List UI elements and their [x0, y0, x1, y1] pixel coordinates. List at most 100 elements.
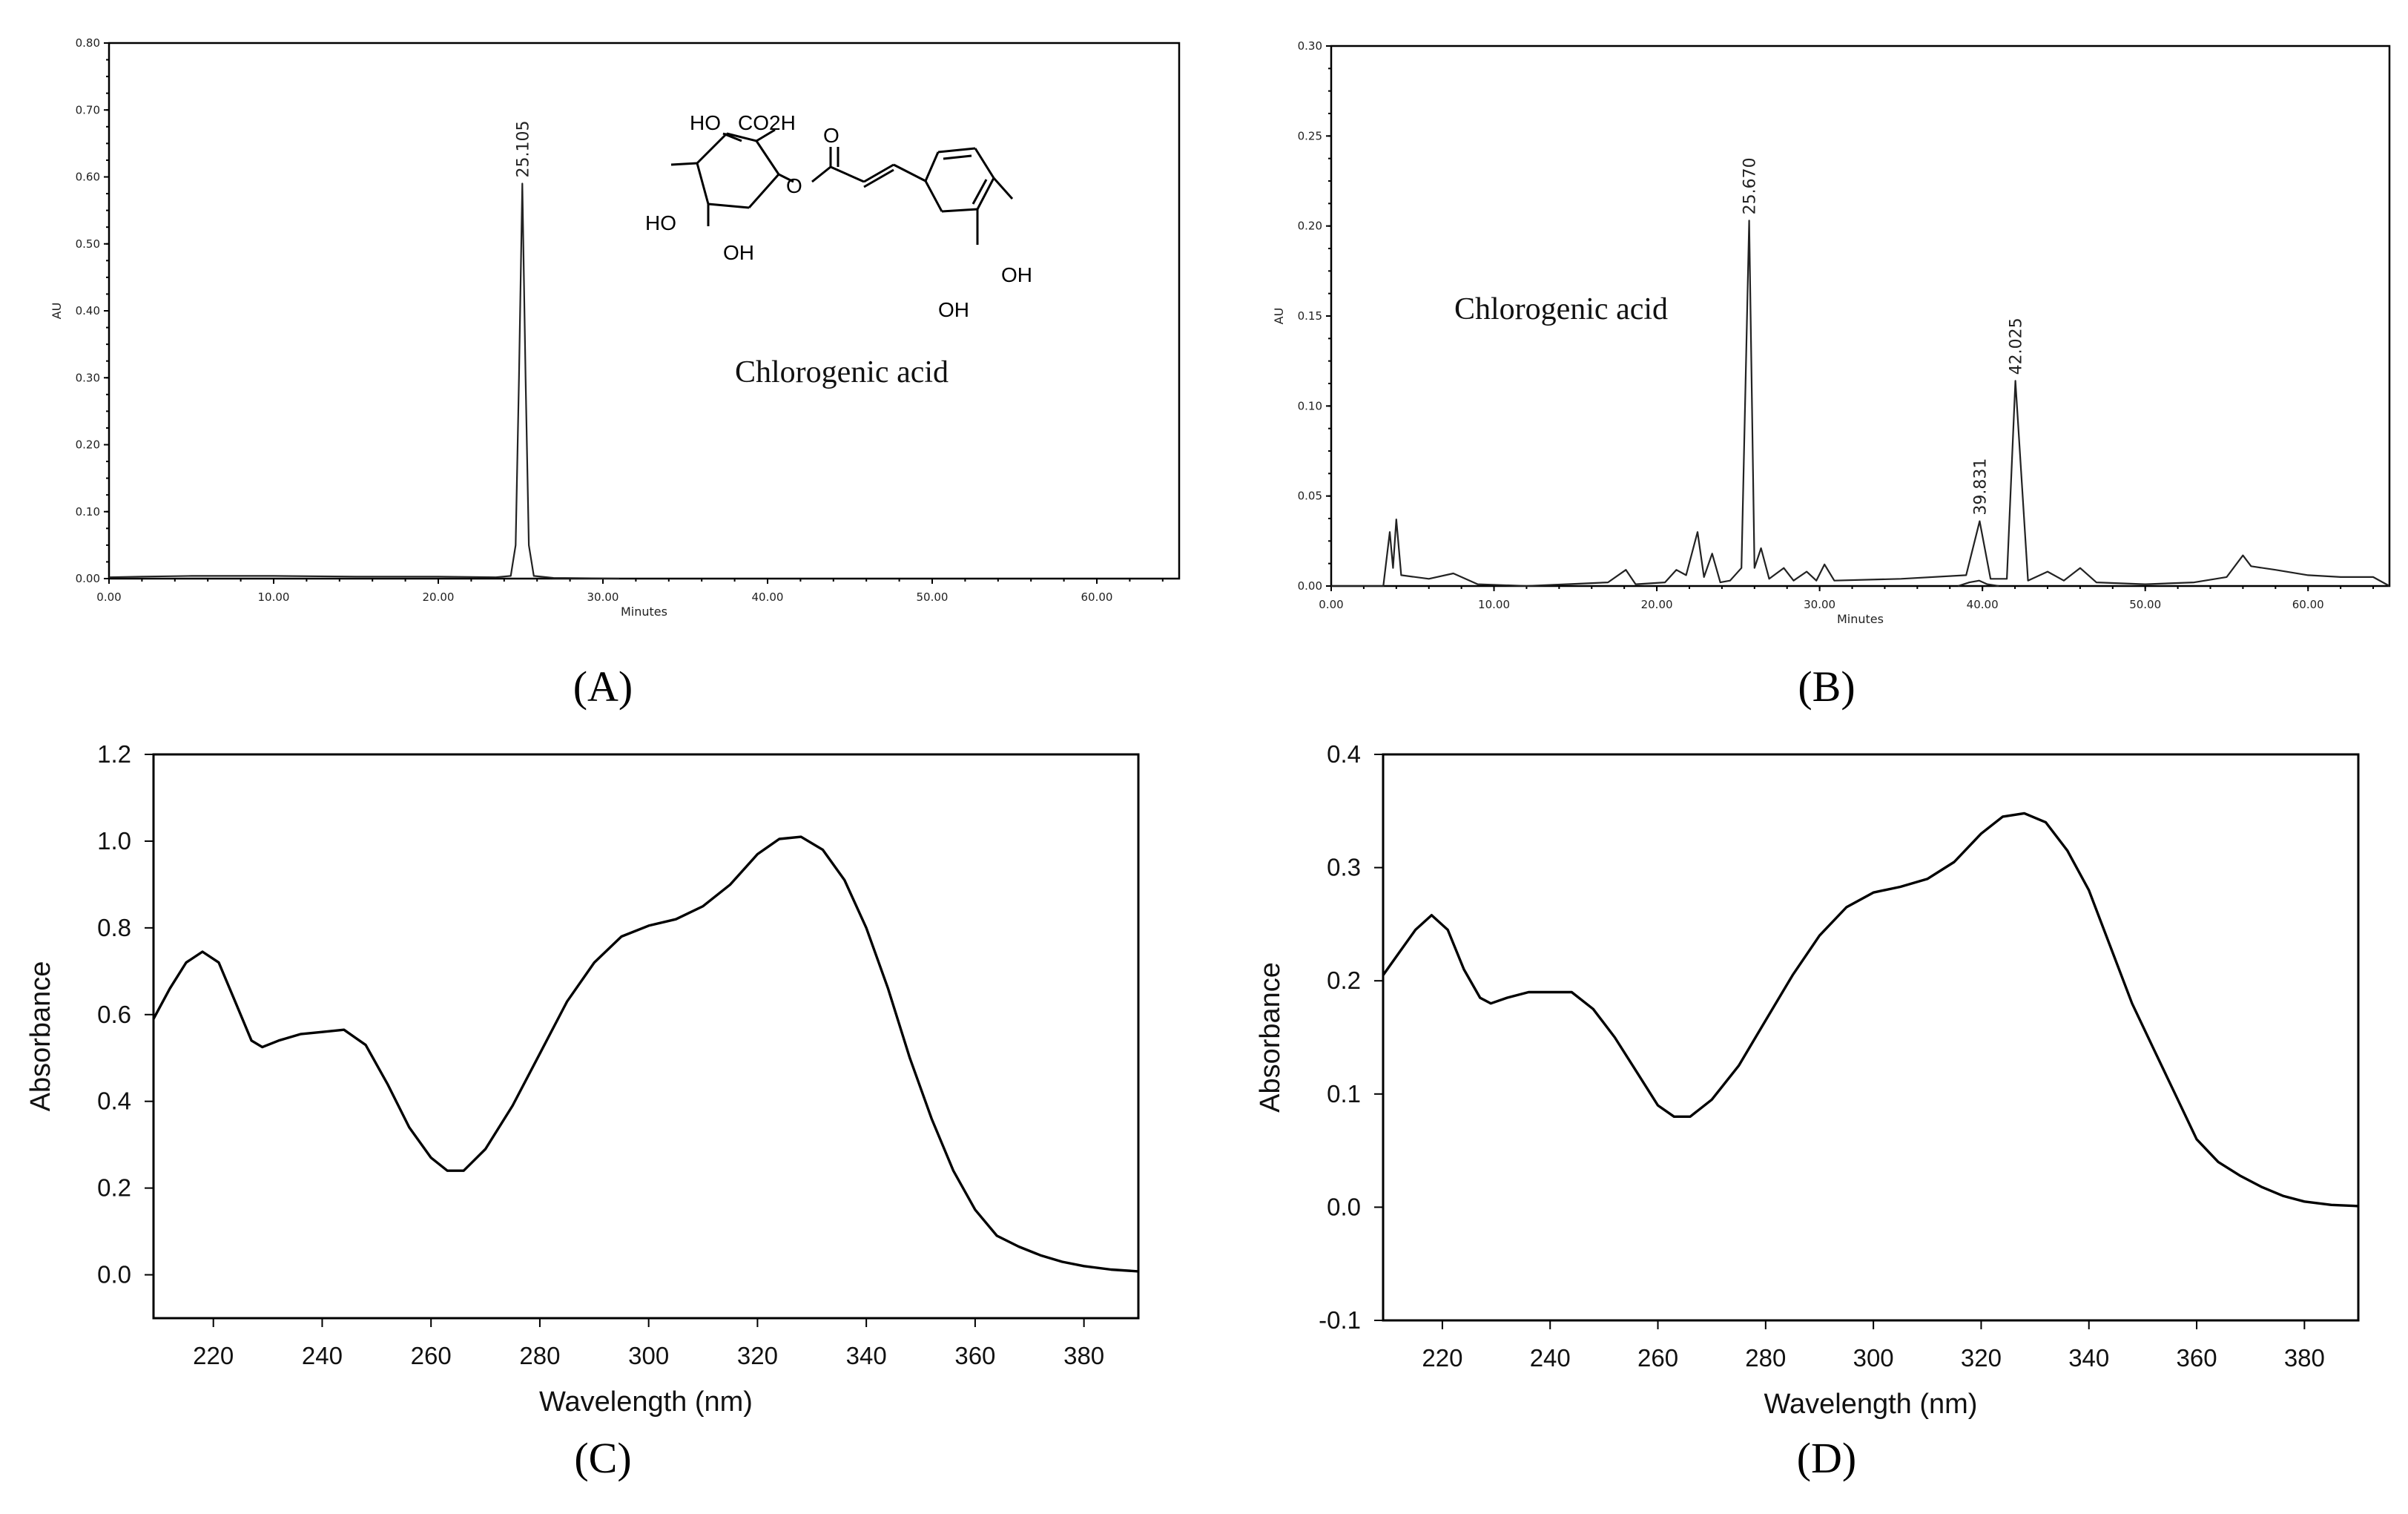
series-line-uv-spectrum [152, 835, 1139, 1273]
panel-d-uv-spectrum: 220 240 260 280 300 320 340 360 380 -0.1 0.0 0.1 0.2… [1255, 740, 2360, 1482]
panel-label: (C) [574, 1434, 631, 1482]
x-tick-label: 40.00 [1967, 598, 1999, 611]
y-tick-label: 1.2 [97, 740, 131, 768]
y-tick-label: 0.30 [76, 371, 100, 384]
x-tick-label: 60.00 [1081, 590, 1113, 604]
x-tick-label: 280 [1745, 1344, 1786, 1372]
y-tick-label: 0.10 [76, 505, 100, 519]
y-tick-label: 0.30 [1298, 39, 1322, 53]
x-tick-label: 50.00 [917, 590, 949, 604]
panel-a-chromatogram: Chlorogenic acid [50, 36, 1181, 711]
y-tick-label: 0.6 [97, 1001, 131, 1028]
x-tick-label: 220 [1422, 1344, 1462, 1372]
y-tick-label: 0.2 [97, 1174, 131, 1202]
x-tick-label: 220 [193, 1342, 234, 1369]
y-axis-label: AU [50, 303, 64, 320]
y-tick-label: 0.05 [1298, 490, 1322, 503]
x-tick-label: 300 [628, 1342, 669, 1369]
plot-frame [108, 42, 1181, 580]
atom-label: OH [938, 298, 969, 321]
atom-label: O [786, 174, 802, 197]
plot-frame [152, 753, 1140, 1320]
x-tick-label: 280 [519, 1342, 560, 1369]
y-axis-label: Absorbance [1255, 962, 1286, 1113]
peak-label: 39.831 [1971, 458, 1990, 516]
panel-b-chromatogram: Chlorogenic acid 0.00 10.00 20.00 30.00 40.0… [1272, 39, 2391, 711]
y-tick-label: 0.50 [76, 237, 100, 251]
atom-label: O [823, 124, 839, 147]
y-tick-label: 0.25 [1298, 129, 1322, 142]
x-axis-label: Minutes [1837, 612, 1884, 626]
y-tick-label: 0.3 [1327, 854, 1361, 881]
x-tick-label: 380 [2284, 1344, 2325, 1372]
panel-label: (D) [1797, 1434, 1857, 1482]
x-tick-label: 20.00 [423, 590, 455, 604]
atom-label: OH [1001, 263, 1032, 286]
x-tick-label: 260 [1637, 1344, 1678, 1372]
x-axis-label: Wavelength (nm) [1764, 1389, 1978, 1420]
y-tick-label: 0.4 [1327, 740, 1361, 768]
y-tick-label: 0.20 [76, 438, 100, 452]
y-tick-label: 0.10 [1298, 399, 1322, 412]
y-tick-label: 0.0 [1327, 1193, 1361, 1220]
series-line-chromatogram [108, 182, 620, 580]
atom-label: HO [645, 211, 676, 234]
panel-c-uv-spectrum: 220 240 260 280 300 320 340 360 380 0.0 0.2 0.4 0.6 0… [25, 740, 1140, 1482]
y-tick-label: 0.15 [1298, 309, 1322, 323]
compound-label-a: Chlorogenic acid [735, 355, 949, 389]
x-tick-label: 240 [302, 1342, 343, 1369]
x-tick-label: 30.00 [1804, 598, 1835, 611]
y-tick-label: 0.20 [1298, 220, 1322, 233]
y-tick-label: 0.0 [97, 1261, 131, 1288]
x-axis-label: Wavelength (nm) [539, 1386, 753, 1418]
x-tick-label: 260 [411, 1342, 452, 1369]
atom-label: HO [690, 111, 721, 134]
y-tick-label: 0.60 [76, 171, 100, 184]
plot-frame [1382, 753, 2360, 1322]
y-tick-label: 0.40 [76, 304, 100, 317]
y-tick-label: 0.80 [76, 36, 100, 50]
x-tick-label: 0.00 [96, 590, 121, 604]
x-tick-label: 340 [2068, 1344, 2109, 1372]
y-tick-label: 0.1 [1327, 1080, 1361, 1107]
y-tick-label: 0.4 [97, 1087, 131, 1115]
peak-label: 25.105 [514, 121, 532, 178]
x-tick-label: 30.00 [587, 590, 619, 604]
chlorogenic-acid-structure: HO CO2H HO OH O O OH OH [645, 111, 1032, 321]
y-axis-label: AU [1272, 308, 1286, 325]
y-tick-label: 0.8 [97, 914, 131, 941]
x-axis-label: Minutes [621, 605, 667, 619]
series-line-chromatogram [1331, 220, 2390, 588]
x-tick-label: 320 [1961, 1344, 2002, 1372]
panel-label: (A) [573, 662, 633, 711]
y-tick-label: 1.0 [97, 827, 131, 855]
x-tick-label: 60.00 [2292, 598, 2324, 611]
x-tick-label: 340 [846, 1342, 887, 1369]
x-tick-label: 50.00 [2129, 598, 2161, 611]
y-tick-label: 0.00 [76, 572, 100, 585]
x-tick-label: 240 [1530, 1344, 1571, 1372]
compound-label-b: Chlorogenic acid [1454, 292, 1668, 326]
peak-label: 42.025 [2008, 317, 2026, 375]
y-axis-label: Absorbance [25, 961, 56, 1112]
x-tick-label: 10.00 [258, 590, 290, 604]
y-tick-label: 0.70 [76, 103, 100, 116]
series-line-uv-spectrum [1382, 812, 2359, 1208]
peak-label: 25.670 [1741, 157, 1760, 214]
x-tick-label: 320 [737, 1342, 778, 1369]
y-tick-label: -0.1 [1319, 1306, 1361, 1334]
atom-label: OH [723, 241, 754, 264]
y-tick-label: 0.2 [1327, 967, 1361, 994]
x-tick-label: 360 [954, 1342, 995, 1369]
atom-label: CO2H [738, 111, 796, 134]
x-tick-label: 40.00 [752, 590, 784, 604]
y-tick-label: 0.00 [1298, 579, 1322, 593]
x-tick-label: 10.00 [1478, 598, 1510, 611]
x-tick-label: 20.00 [1641, 598, 1673, 611]
series-line-overlay [1957, 579, 1999, 588]
panel-label: (B) [1798, 662, 1855, 711]
x-tick-label: 0.00 [1319, 598, 1343, 611]
x-tick-label: 360 [2177, 1344, 2217, 1372]
x-tick-label: 380 [1063, 1342, 1104, 1369]
